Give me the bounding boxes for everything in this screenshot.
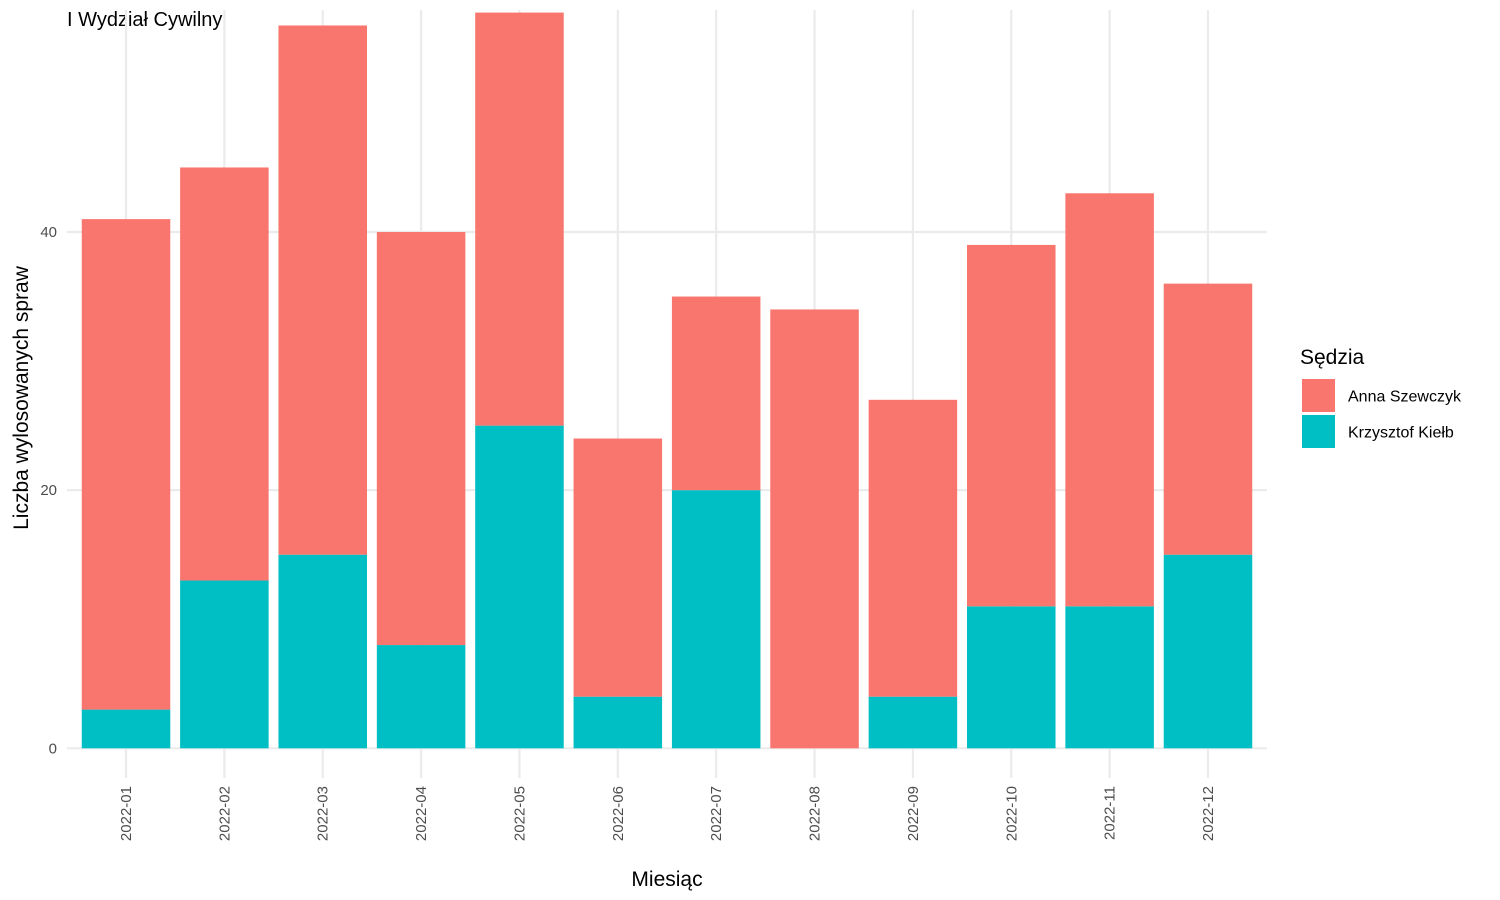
y-tick-label: 40 [40,224,57,241]
legend-label: Krzysztof Kiełb [1348,425,1454,442]
x-tick-label: 2022-04 [413,786,430,841]
x-tick-label: 2022-02 [216,786,233,841]
bar-segment [278,554,367,749]
bar-segment [1163,554,1253,749]
bar-segment [376,645,466,749]
bars [81,12,1253,749]
bar-segment [573,438,663,697]
legend-title: Sędzia [1300,346,1365,369]
bar-segment [180,167,269,581]
legend-key [1302,379,1335,412]
x-tick-label: 2022-05 [511,786,528,841]
bar-segment [81,709,171,749]
legend: Sędzia Anna Szewczyk Krzysztof Kiełb [1300,346,1462,448]
bar-segment [868,696,958,749]
y-axis-ticks: 0 20 40 [40,224,57,757]
x-tick-label: 2022-06 [610,786,627,841]
x-tick-label: 2022-12 [1200,786,1217,841]
x-axis-ticks: 2022-01 2022-02 2022-03 2022-04 2022-05 2022-… [118,786,1217,841]
bar-segment [573,696,663,749]
bar-segment [81,219,171,710]
bar-segment [475,12,564,426]
bar-segment [1065,193,1154,607]
bar-segment [475,425,564,749]
bar-segment [770,309,859,749]
bar-segment [278,25,367,555]
chart-title: I Wydział Cywilny [67,9,222,31]
legend-key [1302,415,1335,448]
bar-segment [671,490,761,749]
x-axis-title: Miesiąc [631,868,702,891]
bar-segment [1163,283,1253,555]
bar-segment [967,606,1056,749]
x-tick-label: 2022-09 [905,786,922,841]
y-tick-label: 20 [40,482,57,499]
y-tick-label: 0 [49,740,57,757]
bar-segment [868,399,958,697]
bar-segment [180,580,269,749]
x-tick-label: 2022-01 [118,786,135,841]
x-tick-label: 2022-11 [1102,786,1119,840]
y-axis-title: Liczba wylosowanych spraw [10,265,33,530]
x-tick-label: 2022-07 [708,786,725,841]
legend-label: Anna Szewczyk [1348,389,1462,406]
bar-segment [376,232,466,646]
x-tick-label: 2022-08 [807,786,824,841]
x-tick-label: 2022-03 [315,786,332,841]
bar-segment [967,244,1056,607]
bar-segment [1065,606,1154,749]
x-tick-label: 2022-10 [1003,786,1020,841]
bar-segment [671,296,761,491]
